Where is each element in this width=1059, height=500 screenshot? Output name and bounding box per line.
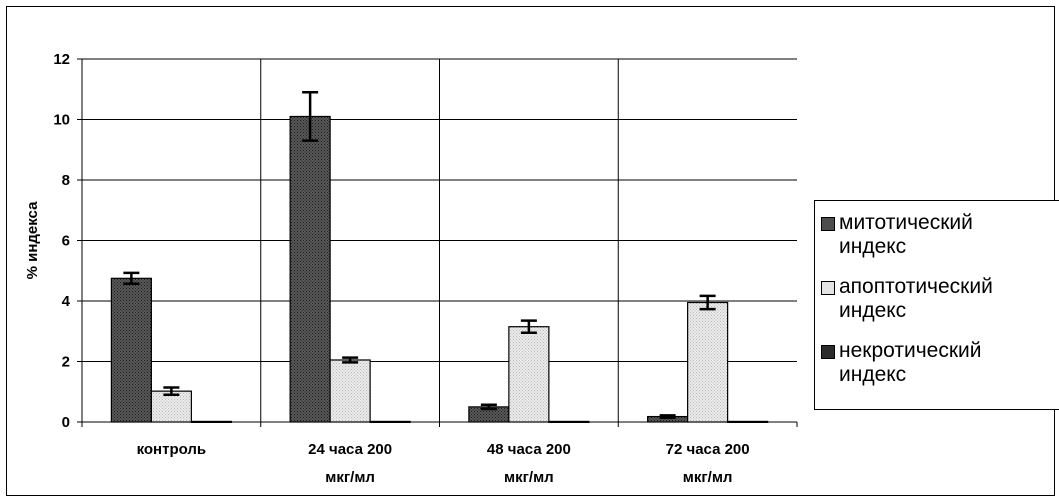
bar	[369, 420, 411, 423]
bar	[150, 390, 192, 423]
y-tick-label: 12	[53, 51, 70, 68]
axis-labels: 0 2 4 6 8 10 12 % индекса контроль 24 часа 200 мкг…	[24, 51, 750, 486]
legend-swatch-mitotic	[821, 217, 835, 231]
category-label: контроль	[137, 441, 207, 458]
legend-swatch-apoptotic	[821, 281, 835, 295]
legend: митотический индекс апоптотический индек…	[814, 200, 1059, 410]
bar	[548, 420, 590, 423]
bar	[508, 326, 550, 423]
legend-label-mitotic: митотический индекс	[839, 211, 973, 258]
bars	[110, 91, 769, 423]
bar	[289, 115, 331, 423]
legend-item-mitotic: митотический индекс	[821, 211, 1056, 267]
bar	[727, 420, 769, 423]
legend-label-necrotic: некротический индекс	[839, 339, 982, 386]
y-axis-label: % индекса	[24, 201, 41, 279]
bar	[329, 359, 371, 423]
y-tick-label: 10	[53, 112, 70, 129]
y-tick-label: 4	[62, 293, 71, 310]
category-label: 72 часа 200 мкг/мл	[666, 441, 750, 486]
gridlines	[82, 58, 797, 422]
legend-item-apoptotic: апоптотический индекс	[821, 275, 1056, 331]
category-label: 24 часа 200 мкг/мл	[308, 441, 392, 486]
y-tick-label: 8	[62, 172, 70, 189]
legend-label-apoptotic: апоптотический индекс	[839, 275, 993, 322]
y-tick-label: 2	[62, 354, 70, 371]
bar	[110, 277, 152, 423]
legend-item-necrotic: некротический индекс	[821, 339, 1056, 395]
category-label: 48 часа 200 мкг/мл	[487, 441, 571, 486]
y-tick-label: 0	[62, 414, 70, 431]
y-tick-label: 6	[62, 233, 70, 250]
legend-swatch-necrotic	[821, 345, 835, 359]
bar	[687, 301, 729, 423]
bar	[190, 420, 232, 423]
